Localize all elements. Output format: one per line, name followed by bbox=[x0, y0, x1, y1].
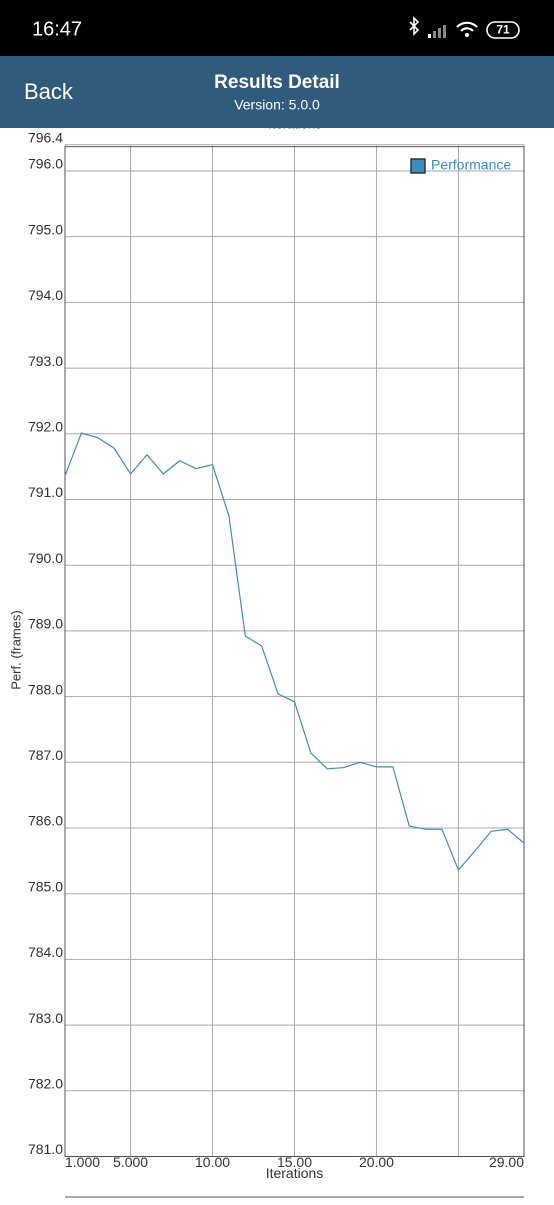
y-tick-label: 787.0 bbox=[28, 747, 63, 763]
status-time: 16:47 bbox=[32, 18, 82, 40]
y-axis-label: Perf. (frames) bbox=[8, 610, 23, 689]
y-tick-label: 793.0 bbox=[28, 353, 63, 369]
data-line bbox=[64, 432, 525, 872]
legend-label: Performance bbox=[431, 157, 511, 173]
y-tick-label: 786.0 bbox=[28, 813, 63, 829]
battery-level: 71 bbox=[496, 23, 510, 37]
x-tick-label: 29.00 bbox=[489, 1154, 524, 1170]
y-tick-label: 781.0 bbox=[28, 1141, 63, 1157]
y-tick-label: 796.0 bbox=[28, 156, 63, 172]
y-tick-label: 784.0 bbox=[28, 944, 63, 960]
y-tick-label: 796.4 bbox=[28, 129, 63, 145]
x-tick-label: 15.00 bbox=[277, 1154, 312, 1170]
legend-swatch bbox=[410, 158, 426, 174]
status-bar bbox=[0, 0, 554, 56]
x-tick-label: 20.00 bbox=[359, 1154, 394, 1170]
y-tick-label: 794.0 bbox=[28, 287, 63, 303]
y-tick-label: 785.0 bbox=[28, 878, 63, 894]
x-tick-label: 5.000 bbox=[113, 1154, 148, 1170]
y-tick-label: 791.0 bbox=[28, 484, 63, 500]
x-tick-label: 10.00 bbox=[195, 1154, 230, 1170]
header-bar bbox=[0, 56, 554, 128]
y-tick-label: 788.0 bbox=[28, 681, 63, 697]
status-icons bbox=[409, 16, 520, 39]
y-tick-label: 795.0 bbox=[28, 221, 63, 237]
y-tick-label: 783.0 bbox=[28, 1010, 63, 1026]
y-tick-label: 792.0 bbox=[28, 418, 63, 434]
header-subtitle: Version: 5.0.0 bbox=[234, 97, 320, 113]
back-button[interactable]: Back bbox=[24, 79, 74, 104]
y-tick-label: 782.0 bbox=[28, 1076, 63, 1092]
background bbox=[0, 128, 554, 1200]
header-title: Results Detail bbox=[214, 72, 340, 93]
x-tick-label: 1.000 bbox=[65, 1154, 100, 1170]
y-tick-label: 790.0 bbox=[28, 550, 63, 566]
y-tick-label: 789.0 bbox=[28, 616, 63, 632]
plot-frame bbox=[64, 146, 525, 1157]
x-axis-label: Iterations bbox=[266, 1165, 324, 1181]
